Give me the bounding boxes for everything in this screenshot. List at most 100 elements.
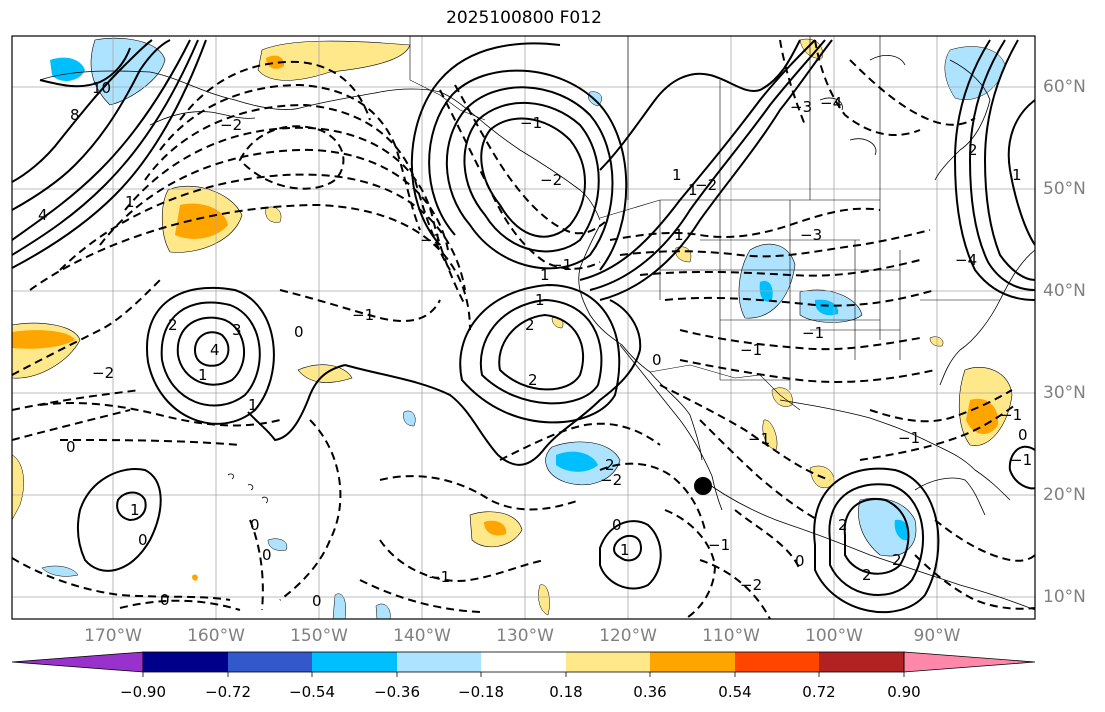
contour-line xyxy=(124,126,466,306)
contour-line xyxy=(779,39,806,126)
negative-anomaly-area xyxy=(267,538,288,551)
contour-label: 0 xyxy=(612,516,622,534)
contour-line xyxy=(410,42,561,246)
contour-line xyxy=(359,579,481,613)
contour-line xyxy=(619,229,931,258)
positive-anomaly-area xyxy=(771,387,793,407)
positive-anomaly-core xyxy=(12,330,75,349)
contour-line xyxy=(179,60,371,121)
contour-label: 0 xyxy=(66,438,76,456)
contour-line xyxy=(828,483,924,596)
latitude-label: 30°N xyxy=(1043,383,1086,403)
map-frame xyxy=(11,35,1036,620)
contour-line xyxy=(76,468,162,572)
contour-line xyxy=(145,286,275,425)
longitude-label: 150°W xyxy=(290,626,348,646)
contour-line xyxy=(599,39,801,171)
contour-label: 0 xyxy=(250,516,260,534)
contour-label: −1 xyxy=(1010,451,1032,469)
contour-line xyxy=(813,467,940,614)
contour-label: 10 xyxy=(92,79,111,97)
positive-anomaly-core xyxy=(484,520,507,536)
longitude-label: 140°W xyxy=(393,626,451,646)
contour-label: 4 xyxy=(210,341,220,359)
contour-label: 0 xyxy=(312,592,322,610)
contour-label: 8 xyxy=(70,106,80,124)
contour-label: 3 xyxy=(232,321,242,339)
positive-anomaly-core xyxy=(175,203,228,239)
east-coast xyxy=(939,249,1035,386)
contour-line xyxy=(1007,99,1035,246)
baja-california xyxy=(619,344,723,511)
latitude-label: 50°N xyxy=(1043,179,1086,199)
colorbar-tick-label: −0.54 xyxy=(289,683,335,701)
positive-contours xyxy=(12,39,1035,614)
political-borders xyxy=(409,36,1000,411)
negative-anomaly-core xyxy=(894,519,910,541)
negative-anomaly-area xyxy=(332,593,346,619)
contour-line xyxy=(609,207,881,241)
contour-label: −2 xyxy=(740,576,762,594)
contour-line xyxy=(679,359,936,383)
contour-line xyxy=(814,39,921,136)
colorbar-tick-label: −0.90 xyxy=(120,683,166,701)
positive-anomaly-area xyxy=(538,584,550,616)
contour-line xyxy=(699,559,771,619)
contour-line xyxy=(428,69,628,271)
contour-label: 0 xyxy=(138,531,148,549)
contour-line xyxy=(699,419,819,521)
contour-label: 2 xyxy=(968,141,978,159)
negative-anomaly-area xyxy=(41,565,79,577)
colorbar xyxy=(11,651,1036,677)
contour-line xyxy=(599,39,833,301)
contour-line xyxy=(664,289,936,307)
colorbar-segment xyxy=(312,652,397,672)
contour-line xyxy=(379,539,546,582)
negative-anomaly-core xyxy=(814,299,839,316)
contour-label: −1 xyxy=(420,231,442,249)
contour-label: 1 xyxy=(540,266,550,284)
contour-label: 1 xyxy=(130,501,140,519)
contour-line xyxy=(499,422,661,461)
contour-label: −2 xyxy=(695,176,717,194)
contour-line xyxy=(859,404,1016,461)
contour-label: −1 xyxy=(1000,406,1022,424)
colorbar-tick-label: 0.36 xyxy=(633,683,667,701)
negative-anomaly-core xyxy=(50,57,85,82)
yucatan xyxy=(914,477,986,516)
contour-line xyxy=(99,148,449,251)
contour-line xyxy=(479,298,603,405)
colorbar-segment xyxy=(566,652,650,672)
contour-label: 1 xyxy=(198,366,208,384)
contour-label: 2 xyxy=(892,551,902,569)
contour-label: 1 xyxy=(248,396,258,414)
contour-label: −2 xyxy=(220,116,242,134)
contour-label: 0 xyxy=(795,552,805,570)
contour-line xyxy=(1008,445,1035,490)
contour-label: −1 xyxy=(898,429,920,447)
contour-line xyxy=(934,519,1035,562)
contour-line xyxy=(279,419,342,601)
contour-line xyxy=(29,203,471,331)
anomaly-shading xyxy=(12,37,1013,619)
longitude-label: 100°W xyxy=(805,626,863,646)
contour-label: 1 xyxy=(1012,166,1022,184)
gulf-of-california xyxy=(649,371,703,461)
alaska-canada-border xyxy=(409,36,486,121)
contour-line xyxy=(279,289,441,322)
contour-line xyxy=(843,498,910,575)
contour-line xyxy=(480,117,586,238)
negative-anomaly-core xyxy=(556,451,598,472)
latitude-label: 40°N xyxy=(1043,281,1086,301)
contour-label: −1 xyxy=(550,256,572,274)
contour-line xyxy=(144,103,451,271)
us-state-lines xyxy=(659,200,1000,390)
contour-line xyxy=(599,520,662,590)
positive-anomaly-area xyxy=(192,574,198,581)
contour-line xyxy=(12,39,191,241)
contour-label: 2 xyxy=(168,316,178,334)
positive-anomaly-core xyxy=(266,55,285,69)
negative-contours xyxy=(12,39,1035,619)
contour-line xyxy=(599,462,706,531)
